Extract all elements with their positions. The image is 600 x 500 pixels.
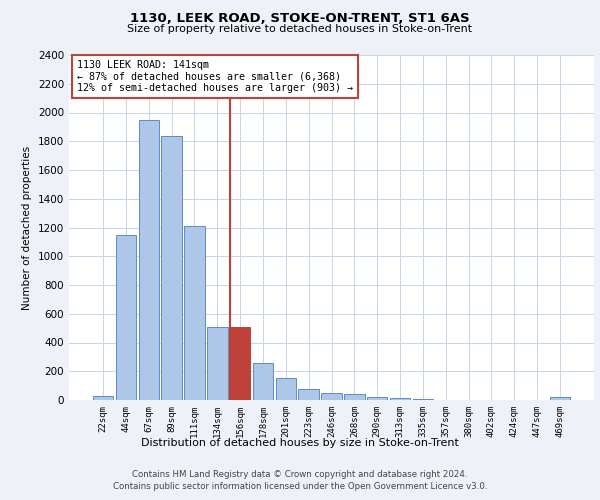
Bar <box>253 362 273 400</box>
Bar <box>390 398 410 400</box>
Bar <box>93 396 113 400</box>
Text: Contains HM Land Registry data © Crown copyright and database right 2024.: Contains HM Land Registry data © Crown c… <box>132 470 468 479</box>
Bar <box>413 399 433 400</box>
Bar <box>184 226 205 400</box>
Text: 1130, LEEK ROAD, STOKE-ON-TRENT, ST1 6AS: 1130, LEEK ROAD, STOKE-ON-TRENT, ST1 6AS <box>130 12 470 26</box>
Bar <box>161 136 182 400</box>
Bar <box>275 378 296 400</box>
Bar <box>550 397 570 400</box>
Bar <box>139 120 159 400</box>
Text: Size of property relative to detached houses in Stoke-on-Trent: Size of property relative to detached ho… <box>127 24 473 34</box>
Bar <box>230 326 250 400</box>
Bar <box>207 326 227 400</box>
Bar <box>367 397 388 400</box>
Text: Distribution of detached houses by size in Stoke-on-Trent: Distribution of detached houses by size … <box>141 438 459 448</box>
Bar <box>116 234 136 400</box>
Y-axis label: Number of detached properties: Number of detached properties <box>22 146 32 310</box>
Bar <box>344 394 365 400</box>
Bar <box>298 388 319 400</box>
Bar <box>321 393 342 400</box>
Text: 1130 LEEK ROAD: 141sqm
← 87% of detached houses are smaller (6,368)
12% of semi-: 1130 LEEK ROAD: 141sqm ← 87% of detached… <box>77 60 353 94</box>
Text: Contains public sector information licensed under the Open Government Licence v3: Contains public sector information licen… <box>113 482 487 491</box>
